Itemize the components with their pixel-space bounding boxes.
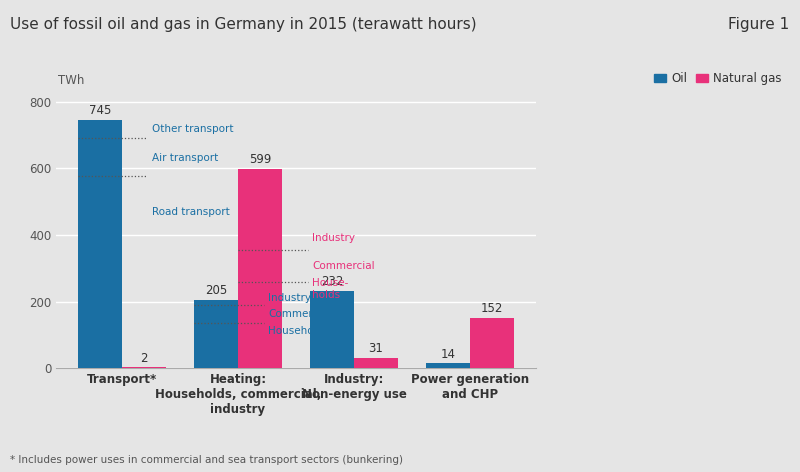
Text: Industry: Industry bbox=[268, 293, 311, 303]
Text: Road transport: Road transport bbox=[152, 207, 230, 217]
Text: Air transport: Air transport bbox=[152, 153, 218, 163]
Text: 599: 599 bbox=[249, 153, 271, 166]
Text: 745: 745 bbox=[89, 104, 111, 117]
Text: TWh: TWh bbox=[58, 74, 85, 87]
Bar bbox=[426, 363, 470, 368]
Text: * Includes power uses in commercial and sea transport sectors (bunkering): * Includes power uses in commercial and … bbox=[10, 455, 403, 465]
Text: 205: 205 bbox=[205, 284, 227, 297]
Bar bbox=[310, 291, 354, 368]
Text: Figure 1: Figure 1 bbox=[728, 17, 790, 32]
Text: 2: 2 bbox=[140, 352, 148, 365]
Bar bbox=[78, 120, 122, 368]
Text: Industry: Industry bbox=[312, 233, 355, 243]
Text: Commercial: Commercial bbox=[268, 309, 330, 319]
Bar bbox=[354, 358, 398, 368]
Text: Use of fossil oil and gas in Germany in 2015 (terawatt hours): Use of fossil oil and gas in Germany in … bbox=[10, 17, 477, 32]
Text: 152: 152 bbox=[481, 302, 503, 315]
Bar bbox=[194, 300, 238, 368]
Text: Other transport: Other transport bbox=[152, 124, 234, 134]
Bar bbox=[238, 169, 282, 368]
Text: 31: 31 bbox=[369, 342, 383, 355]
Bar bbox=[470, 318, 514, 368]
Text: Households: Households bbox=[268, 326, 329, 336]
Text: House-
holds: House- holds bbox=[312, 278, 349, 300]
Legend: Oil, Natural gas: Oil, Natural gas bbox=[650, 67, 786, 90]
Text: Commercial: Commercial bbox=[312, 261, 375, 271]
Text: 232: 232 bbox=[321, 275, 343, 288]
Text: 14: 14 bbox=[441, 348, 455, 361]
